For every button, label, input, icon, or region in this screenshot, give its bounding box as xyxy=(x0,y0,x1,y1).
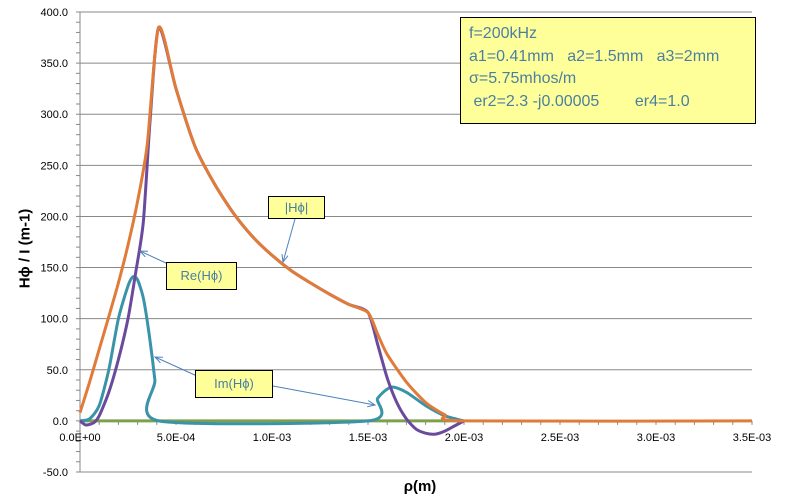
series-line-imh xyxy=(79,275,465,426)
param-line: a1=0.41mm a2=1.5mm a3=2mm xyxy=(469,47,720,65)
x-tick-label: 3.0E-03 xyxy=(637,432,676,444)
annotation-arrow xyxy=(139,250,169,265)
x-tick-label: 0.0E+00 xyxy=(59,432,100,444)
y-tick-label: 300.0 xyxy=(40,109,68,121)
x-tick-label: 2.5E-03 xyxy=(541,432,580,444)
param-line: f=200kHz xyxy=(469,25,538,42)
arrowhead-icon xyxy=(138,250,149,258)
x-tick-label: 2.0E-03 xyxy=(445,432,484,444)
y-tick-label: 400.0 xyxy=(40,7,68,19)
y-tick-label: 200.0 xyxy=(40,211,68,223)
annotation-arrow xyxy=(282,218,296,263)
y-tick-label: 100.0 xyxy=(40,314,68,326)
annotation-re: Re(Hϕ) xyxy=(166,262,237,290)
y-tick-label: 50.0 xyxy=(47,365,68,377)
y-tick-label: 250.0 xyxy=(40,160,68,172)
arrowhead-icon xyxy=(367,400,377,408)
x-tick-label: 1.5E-03 xyxy=(349,432,388,444)
x-axis-title: ρ(m) xyxy=(403,478,437,495)
series-line-h xyxy=(78,25,753,423)
y-tick-label: 150.0 xyxy=(40,263,68,275)
parameters-box: f=200kHz a1=0.41mm a2=1.5mm a3=2mm σ=5.75m… xyxy=(460,17,756,124)
param-line: σ=5.75mhos/m xyxy=(469,70,577,87)
arrowhead-icon xyxy=(281,254,289,264)
arrowhead-icon xyxy=(153,356,164,364)
annotation-arrow xyxy=(272,385,376,406)
annotation-im: Im(Hϕ) xyxy=(195,370,273,398)
annotation-arrow xyxy=(154,356,198,377)
y-axis-title: Hϕ / I (m-1) xyxy=(16,208,34,289)
annotation-abs: |Hϕ| xyxy=(268,196,325,219)
y-tick-label: 350.0 xyxy=(40,58,68,70)
param-line: er2=2.3 -j0.00005 er4=1.0 xyxy=(469,92,690,110)
y-tick-label: -50.0 xyxy=(43,467,68,479)
y-tick-label: 0.0 xyxy=(53,416,68,428)
x-tick-label: 1.0E-03 xyxy=(253,432,292,444)
x-tick-label: 3.5E-03 xyxy=(733,432,772,444)
x-tick-label: 5.0E-04 xyxy=(157,432,196,444)
